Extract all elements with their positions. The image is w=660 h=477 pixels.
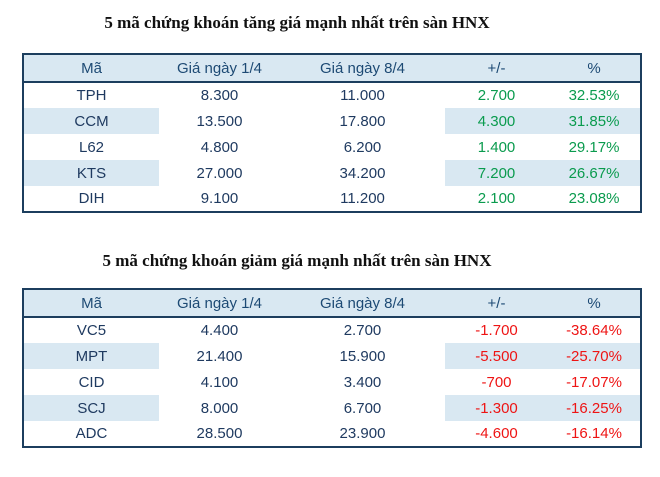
price-apr8-cell: 17.800: [302, 108, 445, 134]
change-cell: 4.300: [445, 108, 548, 134]
percent-cell: -17.07%: [548, 369, 641, 395]
price-apr1-cell: 8.000: [159, 395, 302, 421]
table-row: SCJ 8.000 6.700 -1.300 -16.25%: [23, 395, 641, 421]
column-header-change: +/-: [445, 289, 548, 318]
stock-code-cell: MPT: [23, 343, 159, 369]
price-apr8-cell: 3.400: [302, 369, 445, 395]
stock-code-cell: DIH: [23, 186, 159, 212]
price-apr1-cell: 4.400: [159, 317, 302, 343]
table-row: VC5 4.400 2.700 -1.700 -38.64%: [23, 317, 641, 343]
percent-cell: -38.64%: [548, 317, 641, 343]
losers-table-body: VC5 4.400 2.700 -1.700 -38.64% MPT 21.400 15.90…: [23, 317, 641, 447]
page: 5 mã chứng khoán tăng giá mạnh nhất trên…: [22, 13, 642, 448]
table-row: KTS 27.000 34.200 7.200 26.67%: [23, 160, 641, 186]
change-cell: 1.400: [445, 134, 548, 160]
column-header-price-apr1: Giá ngày 1/4: [159, 289, 302, 318]
stock-code-cell: TPH: [23, 82, 159, 108]
price-apr1-cell: 4.100: [159, 369, 302, 395]
table-row: ADC 28.500 23.900 -4.600 -16.14%: [23, 421, 641, 447]
gainers-table-header: Mã Giá ngày 1/4 Giá ngày 8/4 +/- %: [23, 54, 641, 83]
price-apr1-cell: 4.800: [159, 134, 302, 160]
losers-title: 5 mã chứng khoán giảm giá mạnh nhất trên…: [102, 251, 492, 270]
price-apr8-cell: 6.200: [302, 134, 445, 160]
change-cell: -1.300: [445, 395, 548, 421]
percent-cell: 23.08%: [548, 186, 641, 212]
price-apr8-cell: 11.200: [302, 186, 445, 212]
change-cell: -5.500: [445, 343, 548, 369]
price-apr1-cell: 8.300: [159, 82, 302, 108]
change-cell: 7.200: [445, 160, 548, 186]
column-header-code: Mã: [23, 289, 159, 318]
gainers-title: 5 mã chứng khoán tăng giá mạnh nhất trên…: [104, 13, 490, 32]
price-apr1-cell: 28.500: [159, 421, 302, 447]
column-header-percent: %: [548, 289, 641, 318]
column-header-code: Mã: [23, 54, 159, 83]
percent-cell: 31.85%: [548, 108, 641, 134]
table-row: L62 4.800 6.200 1.400 29.17%: [23, 134, 641, 160]
price-apr8-cell: 23.900: [302, 421, 445, 447]
price-apr8-cell: 15.900: [302, 343, 445, 369]
percent-cell: 29.17%: [548, 134, 641, 160]
stock-code-cell: VC5: [23, 317, 159, 343]
price-apr8-cell: 11.000: [302, 82, 445, 108]
table-row: MPT 21.400 15.900 -5.500 -25.70%: [23, 343, 641, 369]
change-cell: -1.700: [445, 317, 548, 343]
change-cell: 2.100: [445, 186, 548, 212]
change-cell: 2.700: [445, 82, 548, 108]
table-row: CID 4.100 3.400 -700 -17.07%: [23, 369, 641, 395]
column-header-change: +/-: [445, 54, 548, 83]
percent-cell: 32.53%: [548, 82, 641, 108]
price-apr1-cell: 9.100: [159, 186, 302, 212]
column-header-price-apr8: Giá ngày 8/4: [302, 54, 445, 83]
price-apr1-cell: 27.000: [159, 160, 302, 186]
stock-code-cell: L62: [23, 134, 159, 160]
losers-table: Mã Giá ngày 1/4 Giá ngày 8/4 +/- % VC5 4.…: [22, 288, 642, 448]
table-row: TPH 8.300 11.000 2.700 32.53%: [23, 82, 641, 108]
percent-cell: -16.14%: [548, 421, 641, 447]
stock-code-cell: CCM: [23, 108, 159, 134]
column-header-price-apr8: Giá ngày 8/4: [302, 289, 445, 318]
stock-code-cell: CID: [23, 369, 159, 395]
price-apr8-cell: 6.700: [302, 395, 445, 421]
gainers-table-body: TPH 8.300 11.000 2.700 32.53% CCM 13.500 17.800…: [23, 82, 641, 212]
stock-code-cell: SCJ: [23, 395, 159, 421]
price-apr8-cell: 34.200: [302, 160, 445, 186]
column-header-percent: %: [548, 54, 641, 83]
price-apr1-cell: 21.400: [159, 343, 302, 369]
percent-cell: -16.25%: [548, 395, 641, 421]
table-row: CCM 13.500 17.800 4.300 31.85%: [23, 108, 641, 134]
table-row: DIH 9.100 11.200 2.100 23.08%: [23, 186, 641, 212]
losers-table-header: Mã Giá ngày 1/4 Giá ngày 8/4 +/- %: [23, 289, 641, 318]
percent-cell: 26.67%: [548, 160, 641, 186]
change-cell: -4.600: [445, 421, 548, 447]
stock-code-cell: ADC: [23, 421, 159, 447]
stock-code-cell: KTS: [23, 160, 159, 186]
percent-cell: -25.70%: [548, 343, 641, 369]
price-apr1-cell: 13.500: [159, 108, 302, 134]
gainers-table: Mã Giá ngày 1/4 Giá ngày 8/4 +/- % TPH 8.…: [22, 53, 642, 213]
price-apr8-cell: 2.700: [302, 317, 445, 343]
column-header-price-apr1: Giá ngày 1/4: [159, 54, 302, 83]
header-row: Mã Giá ngày 1/4 Giá ngày 8/4 +/- %: [23, 54, 641, 83]
header-row: Mã Giá ngày 1/4 Giá ngày 8/4 +/- %: [23, 289, 641, 318]
change-cell: -700: [445, 369, 548, 395]
